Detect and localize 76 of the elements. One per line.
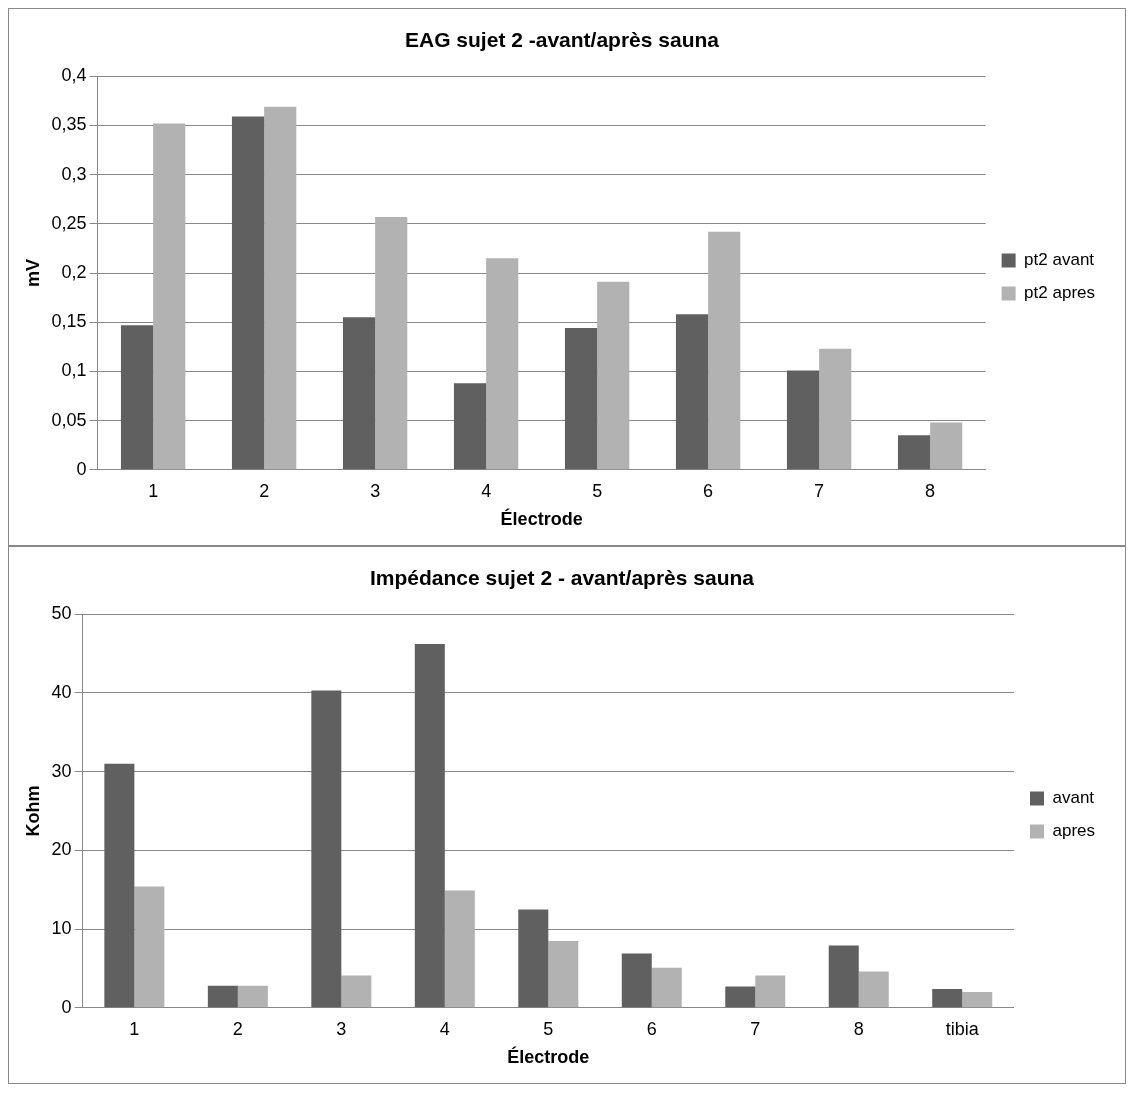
bar	[930, 422, 963, 470]
y-tick-label: 0,3	[61, 163, 87, 184]
bar	[518, 909, 549, 1008]
y-tick-label: 30	[51, 760, 72, 781]
bar	[932, 988, 963, 1008]
x-tick-label: 1	[148, 480, 159, 501]
bar	[786, 370, 820, 470]
bar	[264, 106, 297, 470]
bar	[414, 644, 445, 1008]
x-tick-label: 3	[370, 480, 381, 501]
x-tick-label: 5	[592, 480, 603, 501]
x-tick-label: 6	[703, 480, 714, 501]
bar	[375, 216, 408, 470]
bar	[858, 971, 889, 1008]
y-axis-title: mV	[22, 258, 43, 288]
bar	[828, 945, 859, 1008]
y-tick-label: 0,1	[61, 360, 87, 381]
x-tick-label: 5	[543, 1018, 554, 1039]
y-tick-label: 0,05	[51, 409, 87, 430]
legend-label: pt2 avant	[1024, 250, 1095, 270]
x-tick-label: 6	[646, 1018, 657, 1039]
legend-label: apres	[1052, 821, 1096, 841]
bar	[486, 258, 519, 470]
bar	[675, 314, 709, 470]
bar	[897, 435, 931, 470]
bar	[207, 985, 238, 1008]
y-tick-label: 40	[51, 681, 72, 702]
bar	[341, 975, 372, 1008]
bar	[342, 317, 376, 470]
x-axis-title: Électrode	[500, 508, 583, 530]
x-tick-label: 2	[259, 480, 270, 501]
bar	[237, 985, 268, 1008]
x-tick-label: 4	[481, 480, 492, 501]
bar	[708, 231, 741, 470]
y-tick-label: 20	[51, 839, 72, 860]
y-tick-label: 0,4	[61, 65, 87, 86]
y-tick-label: 0,2	[61, 261, 87, 282]
x-tick-label: 1	[129, 1018, 140, 1039]
x-tick-label: 3	[336, 1018, 347, 1039]
x-tick-label: 2	[232, 1018, 243, 1039]
bar	[725, 986, 756, 1008]
x-tick-label: 7	[750, 1018, 761, 1039]
legend-label: avant	[1052, 788, 1095, 808]
x-tick-label: 4	[439, 1018, 450, 1039]
bar	[564, 328, 598, 470]
x-tick-label: 8	[853, 1018, 864, 1039]
bar	[153, 123, 186, 470]
y-tick-label: 0,15	[51, 311, 87, 332]
chart-title: Impédance sujet 2 - avant/après sauna	[370, 566, 755, 590]
bar	[755, 975, 786, 1008]
bar	[962, 992, 993, 1008]
bar	[548, 940, 579, 1008]
y-axis-title: Kohm	[22, 785, 43, 837]
x-tick-label: tibia	[945, 1018, 980, 1039]
bar	[453, 383, 487, 470]
bar	[134, 886, 165, 1008]
bar	[311, 690, 342, 1008]
bar	[231, 116, 265, 470]
bar	[104, 763, 135, 1008]
chart-title: EAG sujet 2 -avant/après sauna	[405, 28, 720, 52]
x-axis-title: Électrode	[507, 1046, 590, 1068]
y-tick-label: 0	[76, 458, 87, 479]
x-tick-label: 7	[814, 480, 825, 501]
y-tick-label: 10	[51, 918, 72, 939]
y-tick-label: 0,25	[51, 212, 87, 233]
bar	[120, 325, 154, 470]
y-tick-label: 0,35	[51, 114, 87, 135]
x-tick-label: 8	[925, 480, 936, 501]
bar	[651, 967, 682, 1008]
legend-label: pt2 apres	[1024, 283, 1096, 303]
bar	[621, 953, 652, 1008]
bar	[444, 890, 475, 1008]
bar	[597, 281, 630, 470]
y-tick-label: 50	[51, 603, 72, 624]
y-tick-label: 0	[61, 996, 72, 1017]
bar	[819, 348, 852, 470]
